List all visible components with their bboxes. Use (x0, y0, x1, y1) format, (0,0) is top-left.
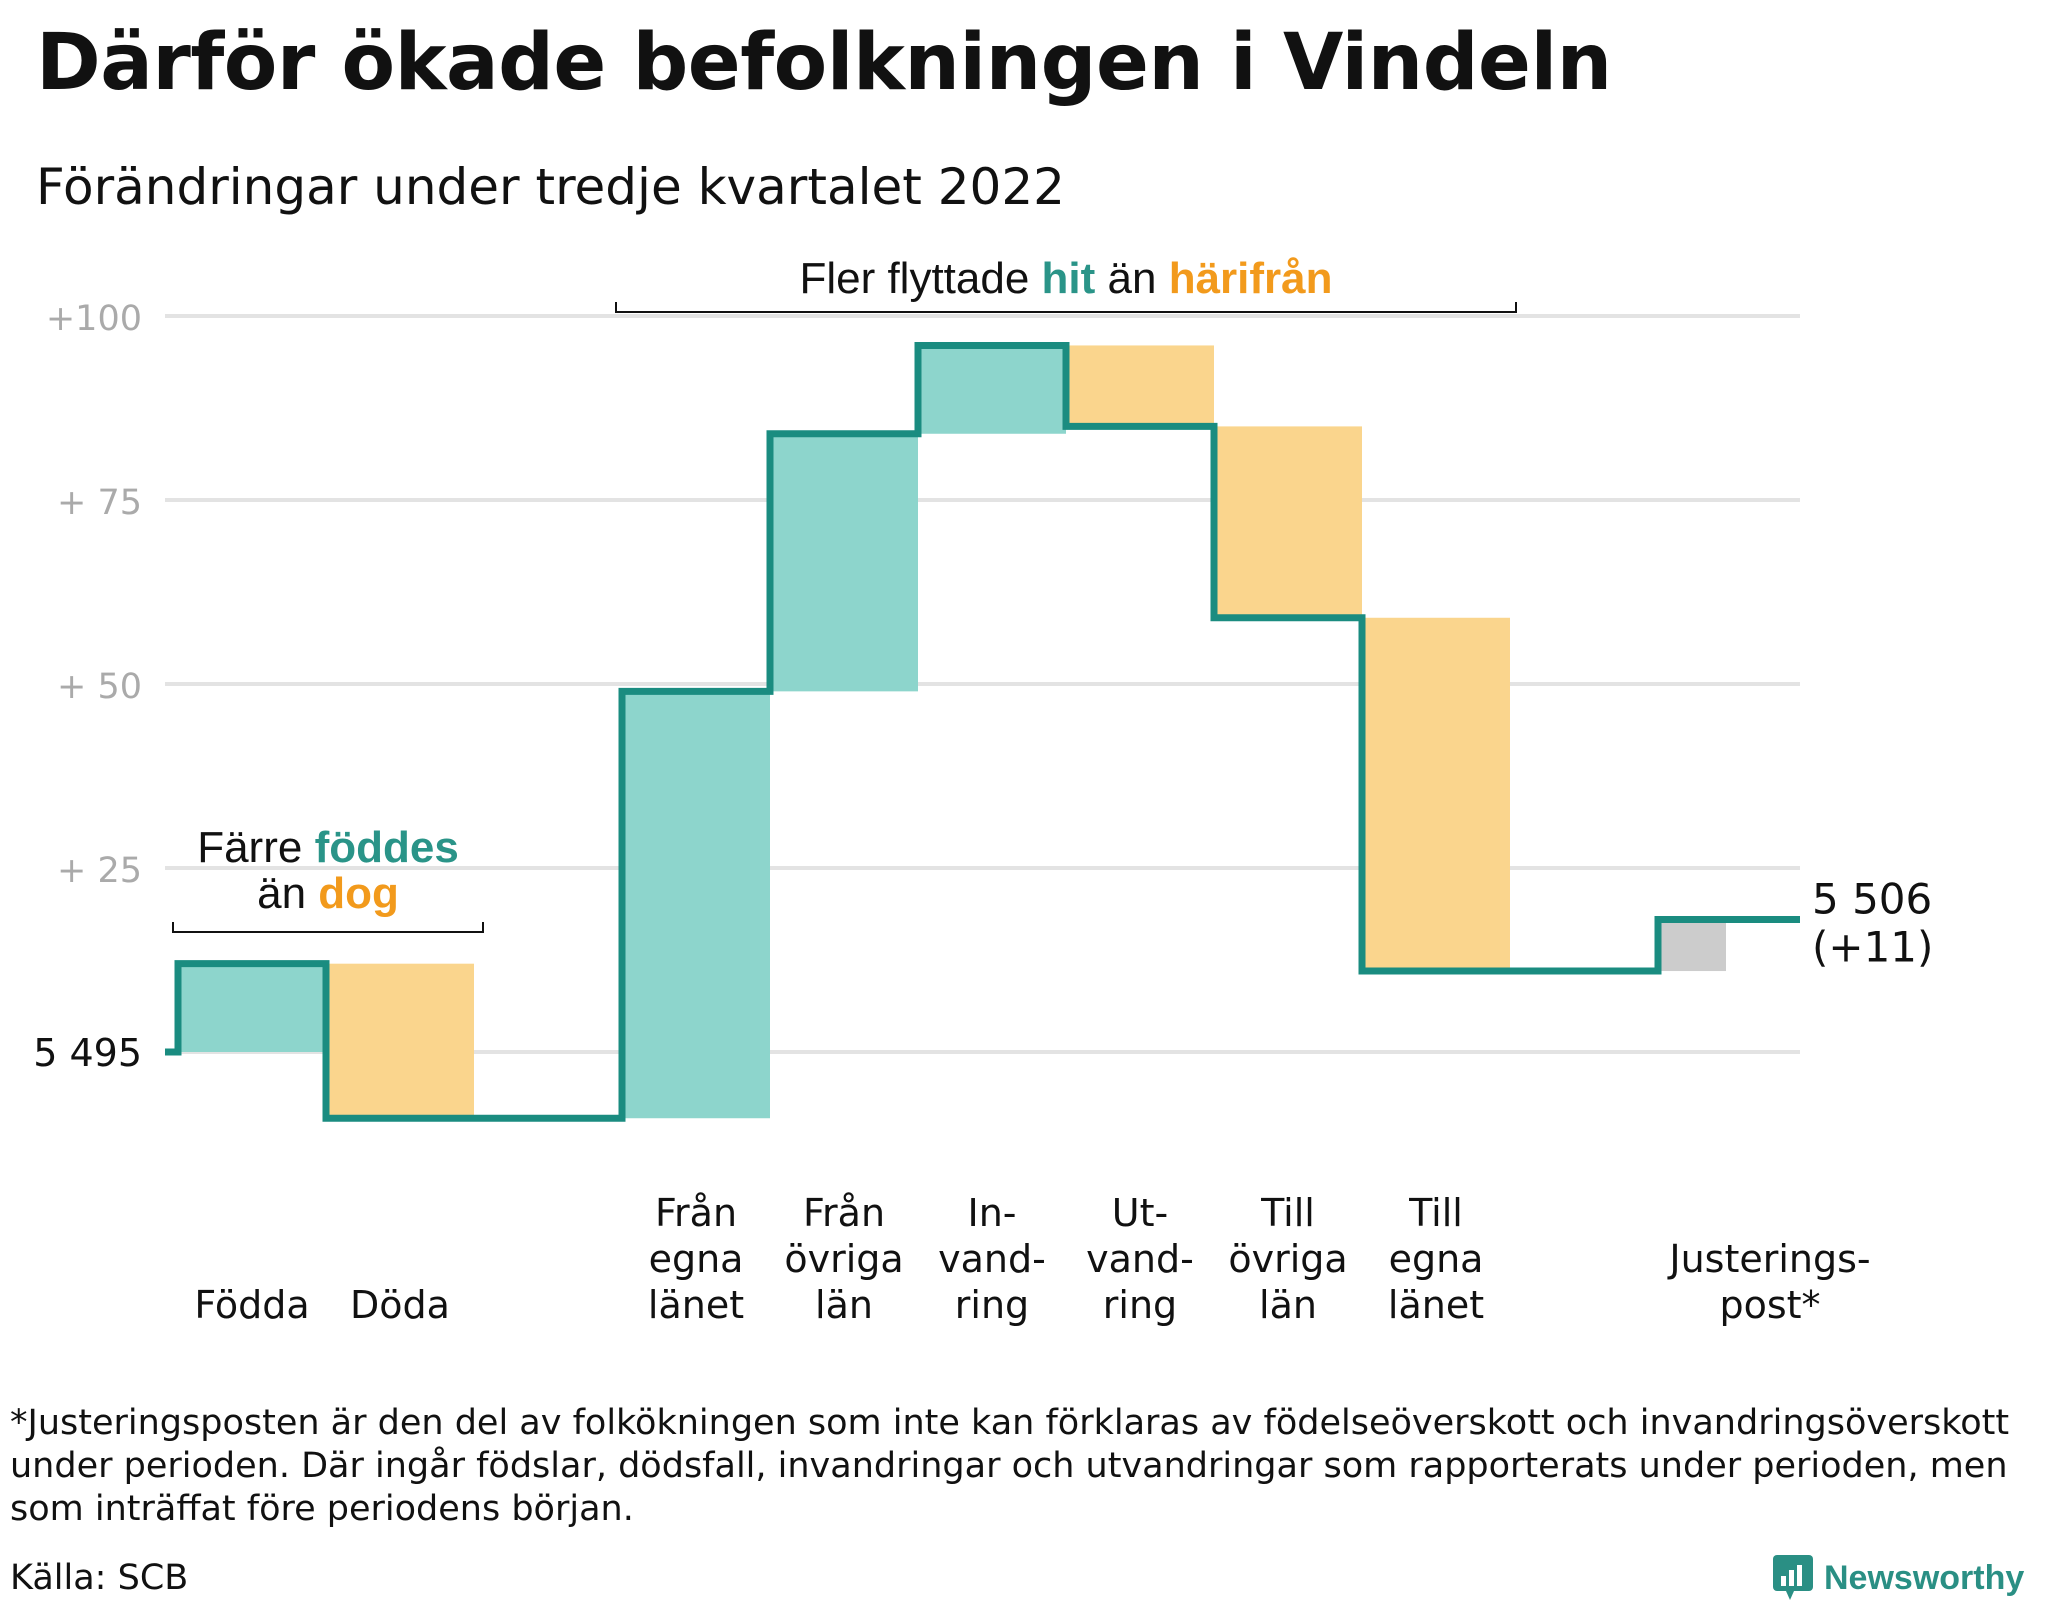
y-tick-label: + 75 (57, 483, 142, 523)
category-label: vand- (1086, 1237, 1194, 1281)
cumulative-line (165, 341, 1800, 1122)
annotation-birth-bracket (172, 922, 484, 933)
annotation-birth-line2: än dog (257, 869, 399, 918)
waterfall-bar (1658, 919, 1726, 972)
start-value-label: 5 495 (33, 1031, 142, 1075)
y-tick-label: + 50 (57, 667, 142, 707)
category-label: egna (649, 1237, 744, 1281)
annotation-moves-bracket (615, 302, 1517, 313)
annotation-moves: Fler flyttade hit än härifrån (799, 254, 1332, 303)
category-label: vand- (938, 1237, 1046, 1281)
footnote: *Justeringsposten är den del av folkökni… (10, 1403, 2010, 1529)
category-label: ring (955, 1283, 1029, 1327)
chart-title: Därför ökade befolkningen i Vindeln (36, 18, 1612, 108)
category-label: post* (1719, 1283, 1820, 1327)
waterfall-bar (770, 433, 918, 692)
waterfall-bar (326, 963, 474, 1119)
waterfall-bar (178, 963, 326, 1052)
category-label: Från (803, 1191, 885, 1235)
category-label: Till (1408, 1191, 1463, 1235)
category-label: Födda (194, 1283, 309, 1327)
category-label: Till (1260, 1191, 1315, 1235)
category-label: Från (655, 1191, 737, 1235)
y-tick-label: +100 (46, 299, 142, 339)
category-label: övriga (1228, 1237, 1347, 1281)
waterfall-bar (622, 691, 770, 1119)
category-label: länet (1388, 1283, 1484, 1327)
waterfall-bar (1214, 426, 1362, 618)
category-label: egna (1389, 1237, 1484, 1281)
category-label: Justerings- (1667, 1237, 1870, 1281)
category-label: län (815, 1283, 873, 1327)
annotation-birth-line1: Färre föddes (197, 823, 459, 872)
category-label: ring (1103, 1283, 1177, 1327)
chart-subtitle: Förändringar under tredje kvartalet 2022 (36, 158, 1065, 216)
newsworthy-logo-icon (1773, 1555, 1813, 1600)
source-note: Källa: SCB (10, 1558, 189, 1598)
brand-logo: Newsworthy (1772, 1554, 2024, 1602)
end-value-label: 5 506 (1812, 875, 1932, 924)
category-label: Ut- (1112, 1191, 1168, 1235)
end-value-label: (+11) (1812, 923, 1933, 972)
waterfall-bar (918, 345, 1066, 434)
waterfall-chart: +100 + 75 + 50 + 25 5 495 5 506(+11) Födda Döda… (33, 254, 1933, 1327)
waterfall-bar (1066, 345, 1214, 427)
brand-name: Newsworthy (1824, 1558, 2025, 1597)
category-label: länet (648, 1283, 744, 1327)
category-label: län (1259, 1283, 1317, 1327)
y-tick-label: + 25 (57, 851, 142, 891)
category-label: övriga (784, 1237, 903, 1281)
category-label: Döda (350, 1283, 450, 1327)
waterfall-bar (1362, 617, 1510, 972)
category-label: In- (967, 1191, 1016, 1235)
